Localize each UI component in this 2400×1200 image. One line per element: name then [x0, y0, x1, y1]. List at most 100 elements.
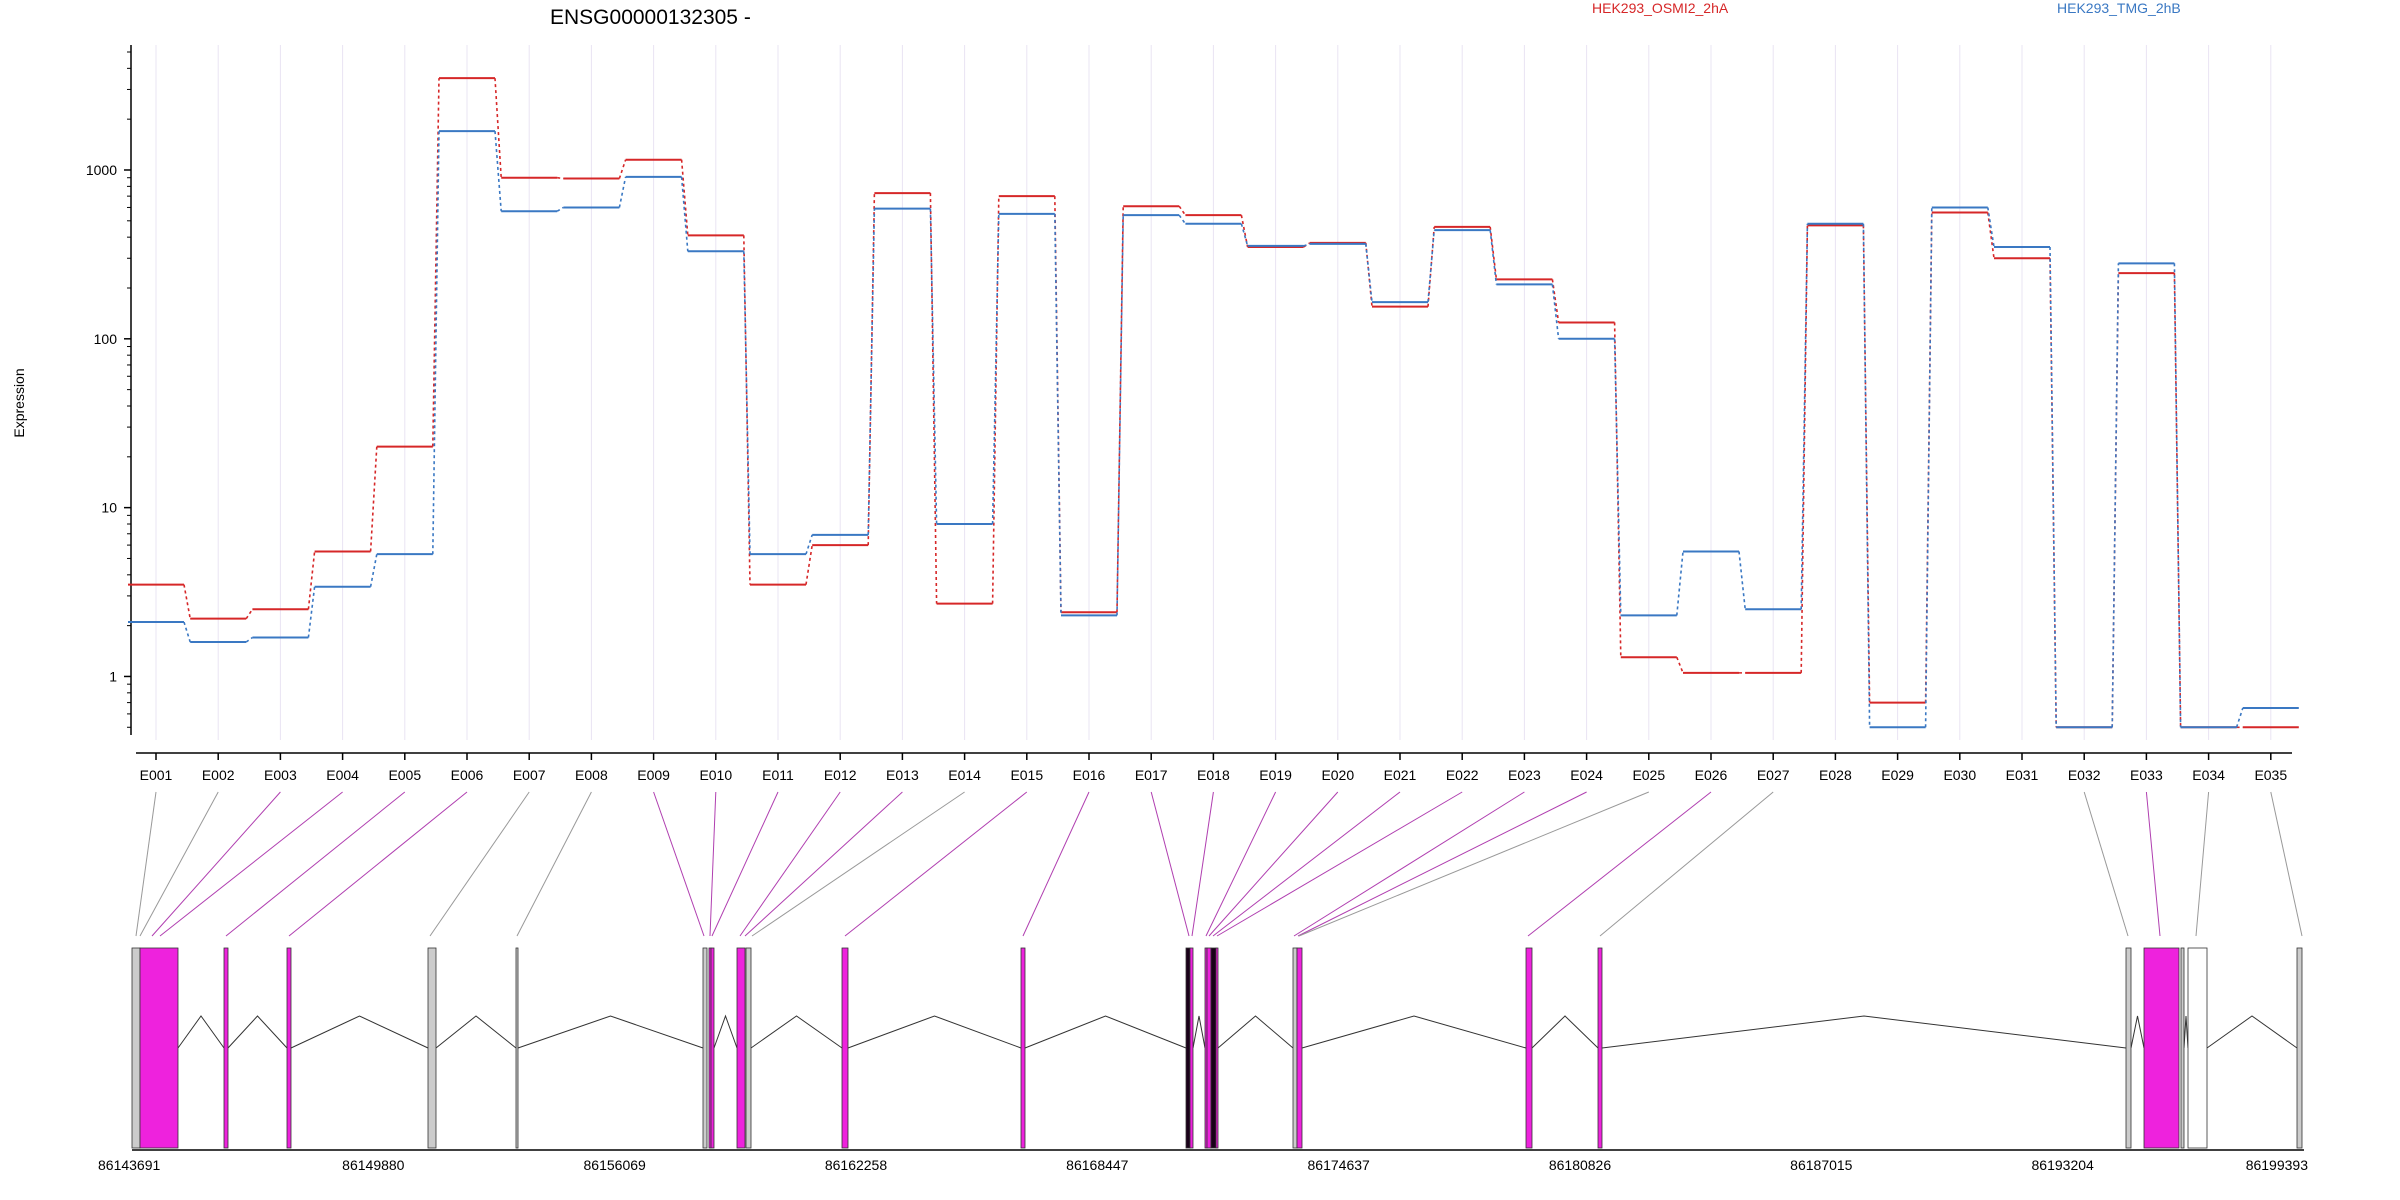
x-tick-label: E027: [1757, 767, 1790, 783]
series-connector: [2235, 707, 2244, 728]
exon-connector: [2195, 791, 2210, 937]
exon-connector: [1293, 791, 1525, 937]
intron-line: [517, 1015, 704, 1049]
legend-entry-tmg: HEK293_TMG_2hB: [2057, 0, 2181, 16]
series-connector: [991, 213, 1000, 525]
series-connector: [1613, 322, 1622, 658]
exon-block: [427, 947, 437, 1149]
x-tick-label: E029: [1881, 767, 1914, 783]
x-tick-label: E006: [451, 767, 484, 783]
x-tick-label: E022: [1446, 767, 1479, 783]
chart-title: ENSG00000132305 -: [550, 6, 751, 29]
exon-block: [515, 947, 519, 1149]
exon-block: [1020, 947, 1026, 1149]
exon-connector: [744, 791, 903, 937]
series-connector: [680, 159, 689, 236]
x-tick-label: E009: [637, 767, 670, 783]
exon-connector: [288, 791, 468, 937]
intron-line: [1024, 1015, 1187, 1049]
series-connector: [991, 196, 1000, 604]
series-connector: [743, 251, 751, 555]
genomic-axis: 86143691 86149880 86156069 86162258 86168447…: [98, 1149, 2308, 1173]
exon-block: [2296, 947, 2303, 1149]
exon-connector: [1150, 791, 1190, 937]
series-connector: [494, 78, 502, 178]
intron-line: [2206, 1015, 2298, 1049]
series-connector: [1613, 338, 1622, 616]
genomic-tick-label: 86180826: [1549, 1157, 1612, 1173]
exon-block: [841, 947, 849, 1149]
intron-line: [847, 1015, 1022, 1049]
exon-block: [223, 947, 229, 1149]
genomic-tick-label: 86168447: [1066, 1157, 1129, 1173]
legend-entry-osmi2: HEK293_OSMI2_2hA: [1592, 0, 1729, 16]
series-connector: [867, 208, 876, 535]
exon-connector: [2083, 791, 2129, 937]
x-tick-label: E025: [1632, 767, 1665, 783]
series-connector: [2173, 273, 2182, 728]
series-connector: [307, 586, 316, 638]
exon-block: [1189, 947, 1194, 1149]
exon-connector: [1205, 791, 1277, 937]
series-connector: [1365, 243, 1373, 303]
series-connector: [432, 131, 440, 555]
x-tick-label: E031: [2006, 767, 2039, 783]
exon-block: [131, 947, 141, 1149]
genomic-tick-label: 86193204: [2032, 1157, 2095, 1173]
genomic-tick-label: 86143691: [98, 1157, 161, 1173]
x-tick-label: E026: [1695, 767, 1728, 783]
x-tick-label: E021: [1384, 767, 1417, 783]
series-connector: [618, 176, 627, 208]
x-tick-label: E020: [1321, 767, 1354, 783]
exon-connector: [653, 791, 705, 937]
x-tick-label: E019: [1259, 767, 1292, 783]
intron-line: [1217, 1015, 1294, 1049]
series-connector: [1427, 230, 1435, 303]
series-connector: [867, 193, 876, 546]
exon-connector: [844, 791, 1028, 937]
exon-connector: [516, 791, 592, 937]
x-tick-label: E033: [2130, 767, 2163, 783]
exon-connector: [709, 791, 717, 937]
exon-block: [1215, 947, 1219, 1149]
genomic-tick-label: 86156069: [584, 1157, 647, 1173]
genomic-tick-label: 86162258: [825, 1157, 888, 1173]
y-axis-label: Expression: [11, 368, 27, 437]
series-connector: [680, 176, 689, 252]
x-tick-label: E034: [2192, 767, 2225, 783]
series-connector: [1987, 212, 1995, 259]
intron-line: [227, 1015, 288, 1049]
x-tick-label: E012: [824, 767, 857, 783]
series-connector: [1054, 213, 1062, 616]
series-layer: [128, 77, 2299, 729]
series-connector: [1489, 226, 1498, 280]
series-connector: [494, 131, 502, 212]
series-connector: [1178, 214, 1187, 225]
series-connector: [1738, 551, 1746, 610]
exon-track: [131, 947, 2303, 1149]
series-connector: [183, 621, 191, 643]
exon-connector: [751, 791, 965, 937]
series-connector: [307, 551, 316, 610]
exon-connector: [159, 791, 343, 937]
exon-block: [1296, 947, 1303, 1149]
exon-block: [1525, 947, 1533, 1149]
exon-connector: [2145, 791, 2161, 937]
exon-connector: [1208, 791, 1339, 937]
series-connector: [557, 176, 564, 180]
series-connector: [369, 446, 378, 552]
x-tick-label: E002: [202, 767, 235, 783]
exon-block: [745, 947, 752, 1149]
intron-line: [1192, 1015, 1206, 1049]
y-tick-label: 100: [94, 331, 118, 347]
x-tick-label: E024: [1570, 767, 1603, 783]
exon-block: [1597, 947, 1603, 1149]
exon-block: [139, 947, 179, 1149]
x-tick-label: E004: [326, 767, 359, 783]
x-tick-label: E013: [886, 767, 919, 783]
intron-line: [750, 1015, 843, 1049]
exon-connector: [1298, 791, 1649, 937]
x-tick-label: E011: [762, 767, 794, 783]
x-tick-label: E007: [513, 767, 546, 783]
